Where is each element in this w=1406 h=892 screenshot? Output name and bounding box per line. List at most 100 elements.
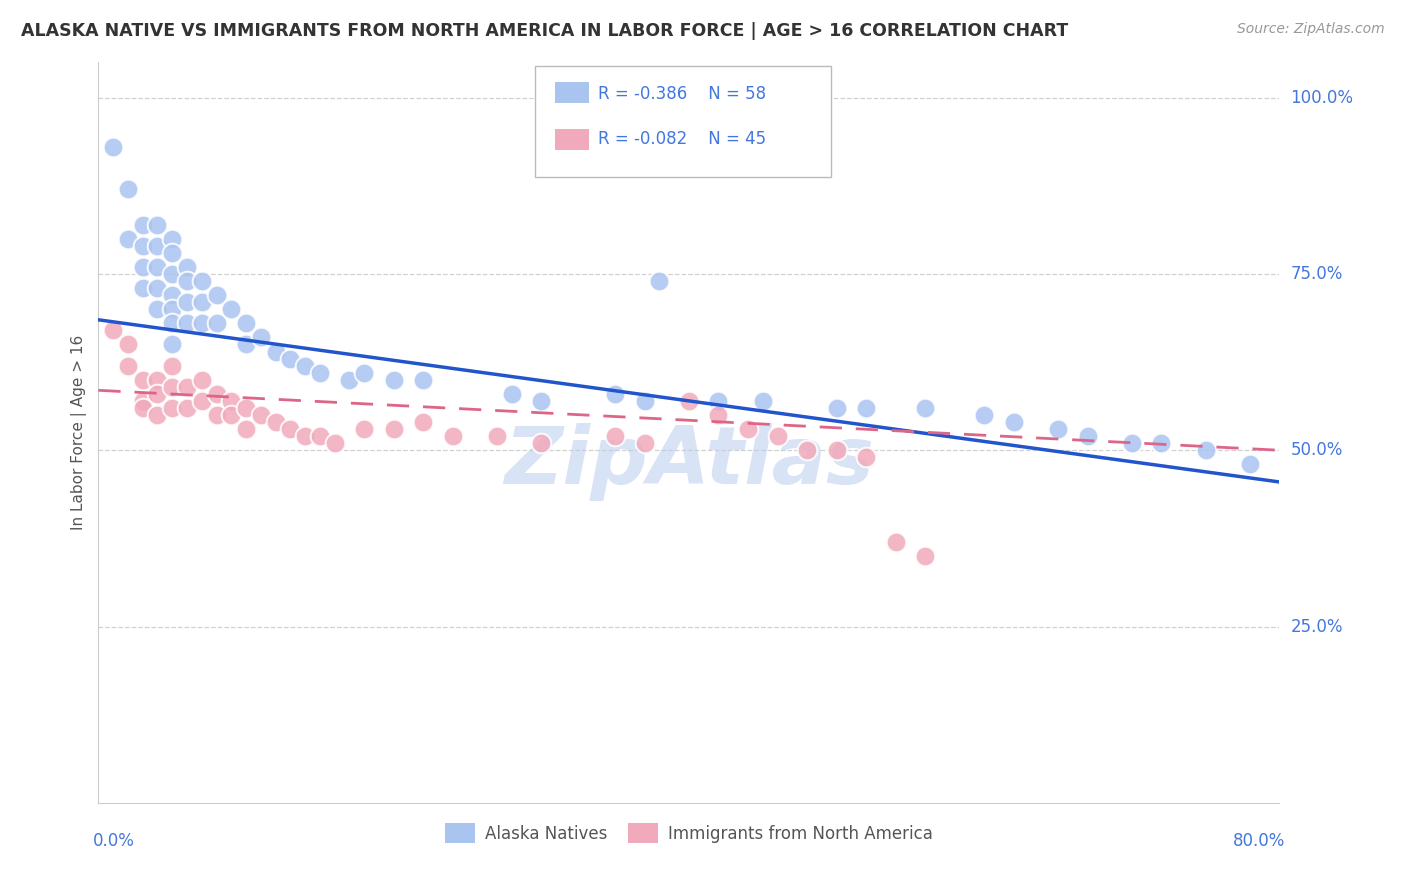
Point [884, 535, 907, 549]
Point [117, 337, 139, 351]
Point [132, 260, 155, 274]
Point [191, 274, 214, 288]
FancyBboxPatch shape [536, 66, 831, 178]
Point [530, 393, 553, 408]
Point [796, 443, 818, 458]
Point [191, 295, 214, 310]
Point [855, 450, 877, 465]
Point [103, 140, 125, 154]
Point [205, 408, 228, 422]
Point [117, 359, 139, 373]
Point [146, 218, 169, 232]
Text: ZipAtlas: ZipAtlas [503, 423, 875, 501]
Point [235, 337, 257, 351]
Point [486, 429, 509, 443]
Point [146, 239, 169, 253]
Point [176, 260, 198, 274]
Point [205, 387, 228, 401]
Point [280, 351, 302, 366]
Point [162, 401, 183, 415]
Point [132, 239, 155, 253]
Point [132, 281, 155, 295]
Point [530, 436, 553, 450]
Point [855, 401, 877, 415]
Point [914, 549, 936, 563]
Point [162, 337, 183, 351]
Point [235, 316, 257, 330]
Point [973, 408, 995, 422]
Point [737, 422, 759, 436]
Point [162, 316, 183, 330]
Point [766, 429, 789, 443]
Point [309, 429, 332, 443]
Point [146, 408, 169, 422]
Point [707, 408, 730, 422]
Point [323, 436, 346, 450]
Point [162, 302, 183, 317]
Point [634, 393, 657, 408]
Point [176, 380, 198, 394]
Text: 75.0%: 75.0% [1291, 265, 1343, 283]
Point [132, 401, 155, 415]
Point [441, 429, 464, 443]
Point [191, 393, 214, 408]
Point [605, 387, 627, 401]
Point [176, 274, 198, 288]
Point [353, 366, 375, 380]
Point [353, 422, 375, 436]
Text: 50.0%: 50.0% [1291, 442, 1343, 459]
Point [132, 373, 155, 387]
Point [678, 393, 700, 408]
Point [1239, 458, 1261, 472]
Point [132, 218, 155, 232]
Point [1121, 436, 1143, 450]
Point [1046, 422, 1070, 436]
Point [103, 323, 125, 337]
Point [825, 401, 848, 415]
Point [221, 408, 243, 422]
Point [250, 408, 273, 422]
Point [191, 373, 214, 387]
Point [914, 401, 936, 415]
Point [205, 316, 228, 330]
Point [132, 393, 155, 408]
Point [707, 393, 730, 408]
Point [294, 359, 316, 373]
Point [309, 366, 332, 380]
Legend: Alaska Natives, Immigrants from North America: Alaska Natives, Immigrants from North Am… [439, 816, 939, 850]
Point [752, 393, 775, 408]
Point [264, 344, 287, 359]
Point [191, 316, 214, 330]
Point [412, 415, 434, 429]
Point [280, 422, 302, 436]
Point [205, 288, 228, 302]
Point [176, 295, 198, 310]
Point [146, 387, 169, 401]
Bar [555, 82, 589, 103]
Point [382, 373, 405, 387]
Point [1150, 436, 1173, 450]
Point [1002, 415, 1025, 429]
Y-axis label: In Labor Force | Age > 16: In Labor Force | Age > 16 [72, 335, 87, 530]
Point [146, 281, 169, 295]
Text: R = -0.386    N = 58: R = -0.386 N = 58 [598, 85, 766, 103]
Point [501, 387, 523, 401]
Text: ALASKA NATIVE VS IMMIGRANTS FROM NORTH AMERICA IN LABOR FORCE | AGE > 16 CORRELA: ALASKA NATIVE VS IMMIGRANTS FROM NORTH A… [21, 22, 1069, 40]
Text: 25.0%: 25.0% [1291, 617, 1343, 635]
Point [176, 316, 198, 330]
Point [146, 302, 169, 317]
Bar [555, 129, 589, 150]
Text: 80.0%: 80.0% [1233, 832, 1285, 850]
Point [235, 401, 257, 415]
Point [412, 373, 434, 387]
Point [162, 288, 183, 302]
Point [264, 415, 287, 429]
Point [117, 232, 139, 246]
Point [117, 182, 139, 196]
Point [339, 373, 361, 387]
Point [235, 422, 257, 436]
Text: 0.0%: 0.0% [93, 832, 135, 850]
Point [162, 232, 183, 246]
Point [176, 401, 198, 415]
Point [162, 359, 183, 373]
